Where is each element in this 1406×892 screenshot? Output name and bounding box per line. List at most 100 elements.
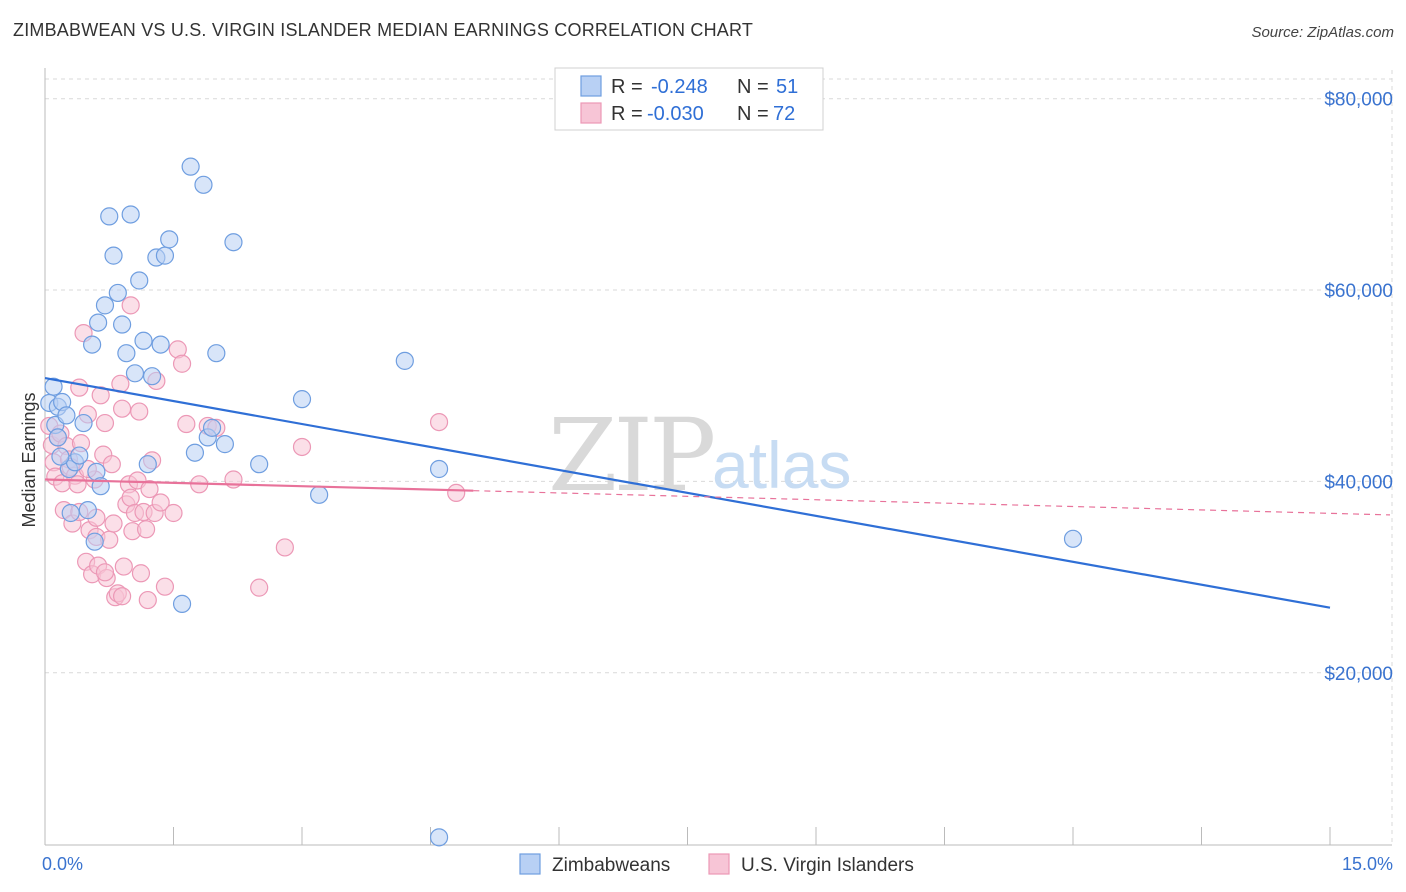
trend-lines [44,377,1391,609]
legend-r-label-1: R = [611,76,643,98]
zimbabwean-point-41 [250,455,269,474]
virgin-islander-point-53 [164,503,183,523]
legend-n-label-1: N = [737,76,769,98]
zimbabwean-point-32 [172,594,192,613]
virgin-islander-point-56 [177,414,196,434]
legend-n-value-1: 51 [776,76,798,98]
y-tick-label-1: $40,000 [1324,472,1393,493]
virgin-islander-point-55 [172,354,192,373]
legend-n-value-2: 72 [773,103,795,125]
legend-r-value-1: -0.248 [651,76,708,98]
zimbabwean-point-14 [89,313,108,332]
virgin-islander-point-34 [112,399,132,418]
virgin-islander-trend-line-extension [473,490,1391,516]
virgin-islander-point-24 [91,386,110,405]
zimbabwean-point-17 [100,207,119,226]
zimbabwean-point-43 [310,485,329,504]
watermark: ZIP atlas [548,397,851,514]
grid-lines [45,70,1393,845]
series-us-virgin-islanders [40,296,466,610]
legend-swatch-pink [580,102,602,124]
zimbabwean-point-24 [130,271,149,290]
y-tick-labels: $20,000 $40,000 $60,000 $80,000 [1324,90,1393,685]
virgin-islander-point-46 [138,590,157,610]
zimbabwean-point-27 [142,367,162,386]
virgin-islander-point-35 [114,557,133,576]
zimbabwean-point-40 [224,233,243,252]
y-tick-label-0: $20,000 [1324,664,1393,685]
zimbabwean-point-23 [125,364,145,383]
virgin-islander-point-42 [130,402,149,421]
zimbabwean-point-42 [292,390,312,409]
y-tick-label-3: $80,000 [1324,90,1393,111]
virgin-islander-point-67 [95,563,115,582]
zimbabwean-trend-line [44,377,1331,609]
bottom-legend-zimbabweans: Zimbabweans [552,855,670,876]
zimbabwean-point-29 [151,335,170,354]
virgin-islander-point-61 [250,578,269,597]
legend-r-label-2: R = [611,103,643,125]
watermark-atlas: atlas [712,428,851,502]
zimbabwean-point-49 [61,503,80,523]
virgin-islander-point-68 [121,296,140,315]
virgin-islander-point-30 [104,514,123,533]
x-tick-label-0: 0.0% [42,854,83,874]
zimbabwean-point-8 [70,446,89,465]
zimbabwean-point-38 [207,344,226,363]
virgin-islander-point-43 [131,564,151,583]
zimbabwean-point-11 [83,335,102,354]
virgin-islander-trend-line [44,478,474,492]
zimbabwean-point-50 [51,447,70,466]
zimbabwean-point-21 [117,344,136,363]
virgin-islander-point-13 [68,475,87,494]
virgin-islander-point-51 [151,493,170,512]
zimbabwean-point-1 [44,377,63,396]
legend-n-label-2: N = [737,103,769,125]
zimbabwean-point-35 [194,175,213,194]
virgin-islander-point-47 [140,479,159,499]
virgin-islander-point-38 [121,488,140,507]
virgin-islander-point-65 [447,483,466,503]
virgin-islander-point-71 [70,378,89,397]
virgin-islander-point-26 [95,413,115,433]
zimbabwean-point-48 [48,428,67,447]
zimbabwean-point-9 [74,413,93,433]
legend-box: R = -0.248 N = 51 R = -0.030 N = 72 [554,67,824,131]
zimbabwean-point-46 [429,459,449,479]
zimbabwean-point-34 [185,443,205,462]
zimbabwean-point-45 [429,828,449,847]
zimbabwean-point-10 [78,501,97,520]
virgin-islander-point-62 [275,538,294,557]
virgin-islander-point-52 [155,577,175,596]
y-axis-label: Median Earnings [19,392,39,527]
zimbabwean-point-31 [160,230,179,249]
bottom-legend-us-virgin-islanders: U.S. Virgin Islanders [741,855,914,876]
zimbabwean-point-19 [108,283,127,303]
virgin-islander-point-69 [112,587,132,606]
zimbabwean-point-20 [112,315,132,334]
virgin-islander-point-63 [292,437,312,457]
zimbabwean-point-16 [95,296,115,315]
x-tick-labels: 0.0% 15.0% [42,854,1393,874]
zimbabwean-point-37 [202,418,222,437]
zimbabwean-point-39 [215,435,234,454]
legend-r-value-2: -0.030 [647,103,704,125]
zimbabwean-point-25 [134,331,153,350]
virgin-islander-point-29 [102,455,121,474]
bottom-legend-swatch-blue [519,853,541,875]
legend-swatch-blue [580,75,602,97]
zimbabwean-point-33 [181,157,200,176]
y-tick-label-2: $60,000 [1324,281,1393,302]
zimbabwean-point-5 [57,406,76,425]
zimbabwean-point-26 [138,455,157,474]
zimbabwean-point-47 [1063,529,1083,548]
series-zimbabweans [40,157,1083,847]
zimbabwean-point-18 [104,246,123,265]
bottom-legend-swatch-pink [708,853,730,875]
x-tick-label-1: 15.0% [1342,854,1393,874]
virgin-islander-point-64 [429,412,449,432]
axes [44,68,1392,846]
zimbabwean-point-30 [155,246,175,265]
zimbabwean-point-44 [395,351,414,370]
